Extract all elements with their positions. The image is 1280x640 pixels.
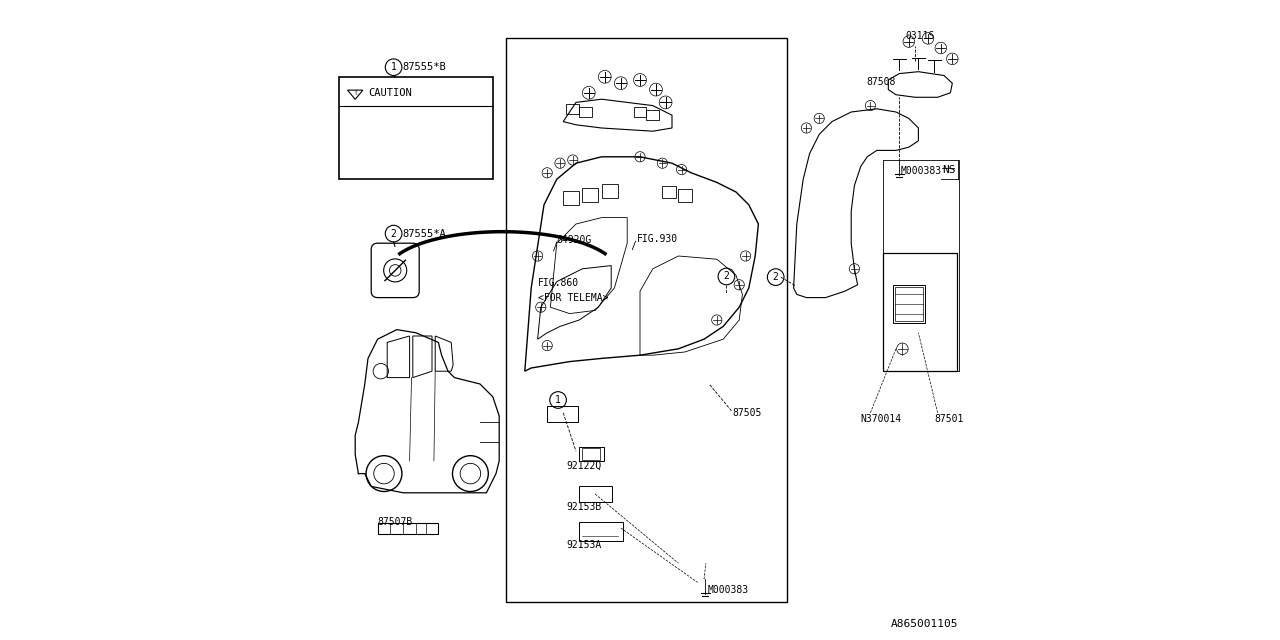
Bar [566, 104, 580, 114]
Text: 2: 2 [390, 228, 397, 239]
Text: 87501: 87501 [934, 414, 964, 424]
Bar [580, 447, 604, 461]
Text: NS: NS [942, 164, 956, 175]
Text: 87508: 87508 [865, 77, 895, 87]
Bar [663, 186, 677, 198]
Bar [580, 486, 613, 502]
Bar [646, 110, 659, 120]
Bar [378, 523, 438, 534]
Text: 0311S: 0311S [906, 31, 934, 41]
Text: N370014: N370014 [860, 414, 902, 424]
Text: 92122Q: 92122Q [566, 461, 602, 471]
Text: !: ! [353, 90, 357, 96]
Bar [506, 38, 787, 602]
Bar [582, 448, 600, 460]
Text: 87505: 87505 [732, 408, 762, 418]
Text: 92153B: 92153B [566, 502, 602, 512]
Bar [895, 287, 923, 321]
Text: 1: 1 [390, 62, 397, 72]
Bar [634, 107, 646, 117]
Bar [580, 522, 623, 541]
Text: FIG.930: FIG.930 [637, 234, 678, 244]
Bar [893, 285, 924, 323]
Text: 2: 2 [773, 272, 778, 282]
Text: 84920G: 84920G [557, 235, 593, 245]
Text: M000383: M000383 [901, 166, 942, 176]
Bar [580, 107, 591, 117]
Text: 87555*A: 87555*A [402, 228, 445, 239]
Text: 87507B: 87507B [378, 516, 413, 527]
Bar [548, 406, 579, 422]
Bar [602, 184, 618, 198]
Text: 92153A: 92153A [566, 540, 602, 550]
Text: A865001105: A865001105 [891, 619, 959, 629]
Text: <FOR TELEMA>: <FOR TELEMA> [538, 292, 608, 303]
Text: M000383: M000383 [708, 585, 749, 595]
Bar [678, 189, 692, 202]
Bar [563, 191, 580, 205]
Bar [339, 77, 493, 179]
Bar [582, 188, 599, 202]
Text: 87555*B: 87555*B [402, 62, 445, 72]
Text: 1: 1 [556, 395, 561, 405]
Text: 2: 2 [723, 271, 730, 282]
Text: CAUTION: CAUTION [369, 88, 412, 98]
Text: FIG.860: FIG.860 [538, 278, 579, 288]
Bar [883, 253, 957, 371]
